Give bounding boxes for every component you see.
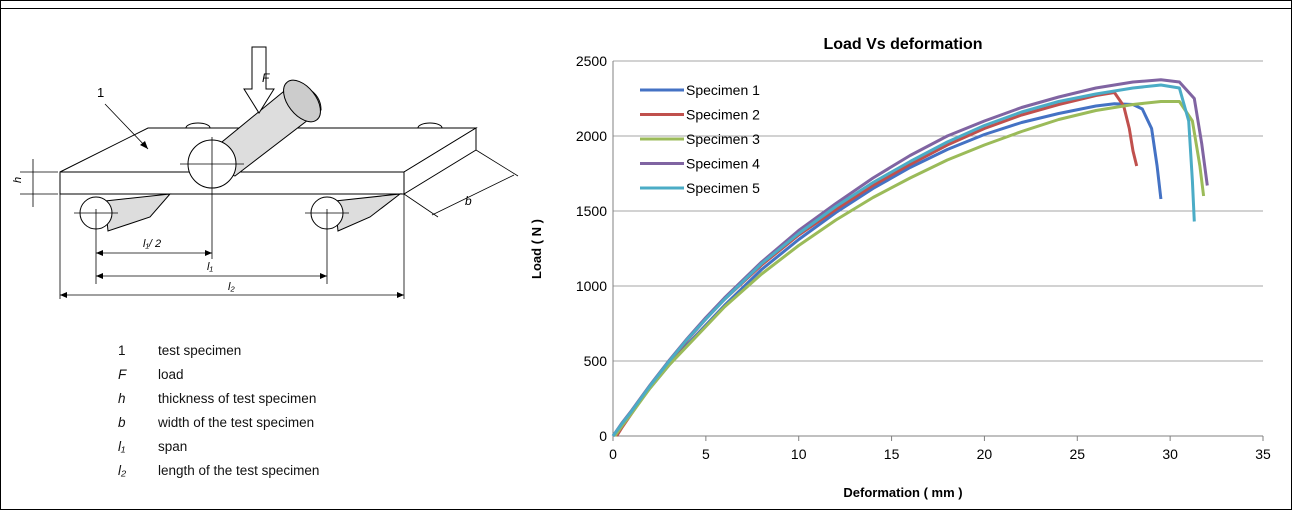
specimen-drawing: 1 F h b l₁/ 2 l₁ l₂	[12, 46, 519, 299]
force-arrow	[243, 46, 275, 114]
series-line-specimen-5	[611, 83, 1196, 437]
x-tick-label: 30	[1162, 446, 1178, 462]
y-tick-label: 2000	[576, 128, 607, 144]
legend-row: b width of the test specimen	[118, 415, 315, 430]
y-tick-label: 0	[599, 428, 607, 444]
x-tick-label: 5	[702, 446, 710, 462]
x-axis-title: Deformation ( mm )	[843, 485, 962, 500]
chart-svg: Load Vs deformation 0 500 1000 1500 2000 2500…	[529, 36, 1271, 500]
length-label: l₂	[228, 281, 235, 293]
legend-row: 1 test specimen	[118, 343, 242, 358]
x-tick-label: 10	[791, 446, 807, 462]
chart-title: Load Vs deformation	[823, 36, 982, 53]
x-tick-label: 25	[1069, 446, 1085, 462]
legend-label-specimen-4: Specimen 4	[686, 156, 760, 172]
part-number-label: 1	[97, 85, 104, 100]
x-tick-label: 35	[1255, 446, 1271, 462]
thickness-symbol-label: h	[12, 177, 24, 183]
top-border-line	[0, 8, 1292, 9]
y-tick-label: 2500	[576, 53, 607, 69]
series-line-specimen-1	[611, 102, 1163, 437]
legend-row: l₂ length of the test specimen	[118, 463, 320, 478]
span-label: l₁	[207, 261, 213, 273]
y-tick-label: 500	[584, 353, 608, 369]
x-tick-label: 0	[609, 446, 617, 462]
legend-row: l₁ span	[118, 439, 188, 454]
loading-roller-end	[283, 79, 321, 123]
legend-label-specimen-1: Specimen 1	[686, 82, 760, 98]
y-axis-title: Load ( N )	[529, 219, 544, 279]
support-right-body	[334, 193, 402, 232]
series-line-specimen-3	[613, 100, 1206, 437]
support-left-body	[104, 193, 172, 232]
x-tick-label: 20	[977, 446, 993, 462]
y-tick-label: 1000	[576, 278, 607, 294]
y-tick-label: 1500	[576, 203, 607, 219]
half-span-label: l₁/ 2	[143, 238, 161, 250]
legend-label-specimen-3: Specimen 3	[686, 131, 760, 147]
width-symbol-label: b	[465, 194, 472, 208]
legend-label-specimen-2: Specimen 2	[686, 107, 760, 123]
legend-label-specimen-5: Specimen 5	[686, 180, 760, 196]
force-symbol-label: F	[262, 71, 270, 85]
legend-row: h thickness of test specimen	[118, 391, 317, 406]
load-deformation-chart: Load Vs deformation 0 500 1000 1500 2000 2500…	[520, 9, 1292, 509]
x-tick-label: 15	[884, 446, 900, 462]
